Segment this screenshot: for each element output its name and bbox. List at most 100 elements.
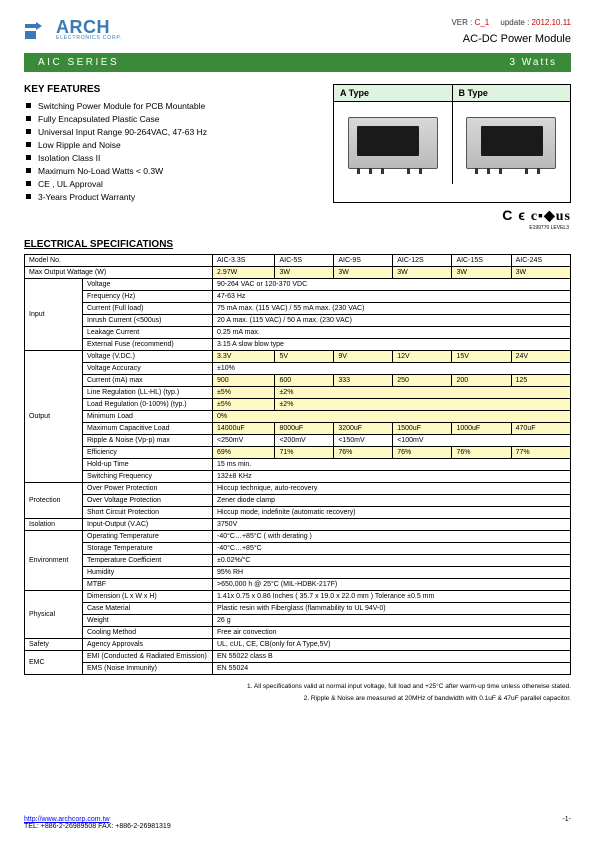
type-block: A Type B Type — [333, 84, 571, 203]
param-value: -40°C…+85°C — [213, 543, 571, 555]
group-label: Safety — [25, 639, 83, 651]
page-header: ARCH ELECTRONICS CORP. VER : C_1 update … — [24, 18, 571, 45]
param-value: 47-63 Hz — [213, 291, 571, 303]
features-list: Switching Power Module for PCB Mountable… — [24, 99, 323, 203]
param-label: Current (Full load) — [83, 303, 213, 315]
param-value: 132±8 KHz — [213, 471, 571, 483]
param-value: 3200uF — [334, 423, 393, 435]
param-value: 9V — [334, 351, 393, 363]
type-b-image — [453, 102, 571, 184]
param-value: 600 — [275, 375, 334, 387]
param-value: 69% — [213, 447, 275, 459]
param-value: ±5% — [213, 387, 275, 399]
footer-url[interactable]: http://www.archcorp.com.tw — [24, 816, 110, 823]
group-label: Input — [25, 279, 83, 351]
param-value: 333 — [334, 375, 393, 387]
module-icon — [466, 117, 556, 169]
param-label: Voltage Accuracy — [83, 363, 213, 375]
param-value: 14000uF — [213, 423, 275, 435]
param-value: ±2% — [275, 399, 571, 411]
group-label: EMC — [25, 651, 83, 675]
param-value: 76% — [334, 447, 393, 459]
update-label: update : — [500, 18, 529, 27]
param-value: 900 — [213, 375, 275, 387]
mid-row: KEY FEATURES Switching Power Module for … — [24, 84, 571, 203]
param-label: Load Regulation (0-100%) (typ.) — [83, 399, 213, 411]
feature-item: Universal Input Range 90-264VAC, 47-63 H… — [24, 125, 323, 138]
param-value: 77% — [511, 447, 570, 459]
param-label: MTBF — [83, 579, 213, 591]
maxw-cell: 3W — [393, 267, 452, 279]
group-label: Isolation — [25, 519, 83, 531]
param-value: ±5% — [213, 399, 275, 411]
series-watts: 3 Watts — [509, 57, 557, 68]
param-label: Temperature Coefficient — [83, 555, 213, 567]
param-value: ±2% — [275, 387, 571, 399]
features-title: KEY FEATURES — [24, 84, 323, 95]
maxw-cell: 3W — [452, 267, 511, 279]
footer-left: http://www.archcorp.com.tw TEL: +886-2-2… — [24, 816, 171, 830]
model-cell: AIC-15S — [452, 255, 511, 267]
feature-item: 3-Years Product Warranty — [24, 190, 323, 203]
model-cell: AIC-5S — [275, 255, 334, 267]
group-label: Output — [25, 351, 83, 483]
certifications: C ϵ c▪◆us E199770 LEVEL3 — [24, 207, 571, 231]
note-1: 1. All specifications valid at normal in… — [24, 681, 571, 693]
param-value: 15V — [452, 351, 511, 363]
param-value: 1000uF — [452, 423, 511, 435]
param-label: Minimum Load — [83, 411, 213, 423]
param-label: Inrush Current (<500us) — [83, 315, 213, 327]
notes: 1. All specifications valid at normal in… — [24, 681, 571, 704]
type-b-header: B Type — [453, 85, 571, 102]
param-label: External Fuse (recommend) — [83, 339, 213, 351]
param-label: Efficiency — [83, 447, 213, 459]
param-value: 1500uF — [393, 423, 452, 435]
model-cell: AIC-3.3S — [213, 255, 275, 267]
brand-name: ARCH — [56, 18, 122, 36]
footer: http://www.archcorp.com.tw TEL: +886-2-2… — [24, 816, 571, 830]
feature-item: Maximum No-Load Watts < 0.3W — [24, 164, 323, 177]
param-value: 12V — [393, 351, 452, 363]
maxw-label: Max Output Wattage (W) — [25, 267, 213, 279]
param-value: Zener diode clamp — [213, 495, 571, 507]
param-value: 3.3V — [213, 351, 275, 363]
group-label: Environment — [25, 531, 83, 591]
param-label: Operating Temperature — [83, 531, 213, 543]
param-label: Humidity — [83, 567, 213, 579]
param-value: 3.15 A slow blow type — [213, 339, 571, 351]
param-value: ±0.02%/°C — [213, 555, 571, 567]
feature-item: CE , UL Approval — [24, 177, 323, 190]
param-label: Over Power Protection — [83, 483, 213, 495]
param-value: 15 ms min. — [213, 459, 571, 471]
param-value: 20 A max. (115 VAC) / 50 A max. (230 VAC… — [213, 315, 571, 327]
param-label: Input-Output (V.AC) — [83, 519, 213, 531]
param-value: Free air convection — [213, 627, 571, 639]
param-value: <200mV — [275, 435, 334, 447]
param-value: 0% — [213, 411, 571, 423]
model-cell: AIC-9S — [334, 255, 393, 267]
param-value: ±10% — [213, 363, 571, 375]
spec-title: ELECTRICAL SPECIFICATIONS — [24, 239, 571, 250]
param-value: UL, cUL, CE, CB(only for A Type,5V) — [213, 639, 571, 651]
param-value: 1.41x 0.75 x 0.86 Inches ( 35.7 x 19.0 x… — [213, 591, 571, 603]
series-name: AIC SERIES — [38, 57, 119, 68]
feature-item: Switching Power Module for PCB Mountable — [24, 99, 323, 112]
footer-page: -1- — [562, 816, 571, 830]
group-label: Physical — [25, 591, 83, 639]
series-bar: AIC SERIES 3 Watts — [24, 53, 571, 72]
feature-item: Isolation Class II — [24, 151, 323, 164]
logo: ARCH ELECTRONICS CORP. — [24, 18, 122, 41]
param-label: Storage Temperature — [83, 543, 213, 555]
cert-sub: E199770 LEVEL3 — [24, 225, 569, 231]
param-label: Cooling Method — [83, 627, 213, 639]
param-value: 75 mA max. (115 VAC) / 55 mA max. (230 V… — [213, 303, 571, 315]
param-label: EMS (Noise Immunity) — [83, 663, 213, 675]
maxw-cell: 3W — [334, 267, 393, 279]
param-label: Maximum Capacitive Load — [83, 423, 213, 435]
param-label: Hold-up Time — [83, 459, 213, 471]
param-label: Case Material — [83, 603, 213, 615]
group-label: Protection — [25, 483, 83, 519]
model-cell: AIC-24S — [511, 255, 570, 267]
param-value: 200 — [452, 375, 511, 387]
param-value: 3750V — [213, 519, 571, 531]
